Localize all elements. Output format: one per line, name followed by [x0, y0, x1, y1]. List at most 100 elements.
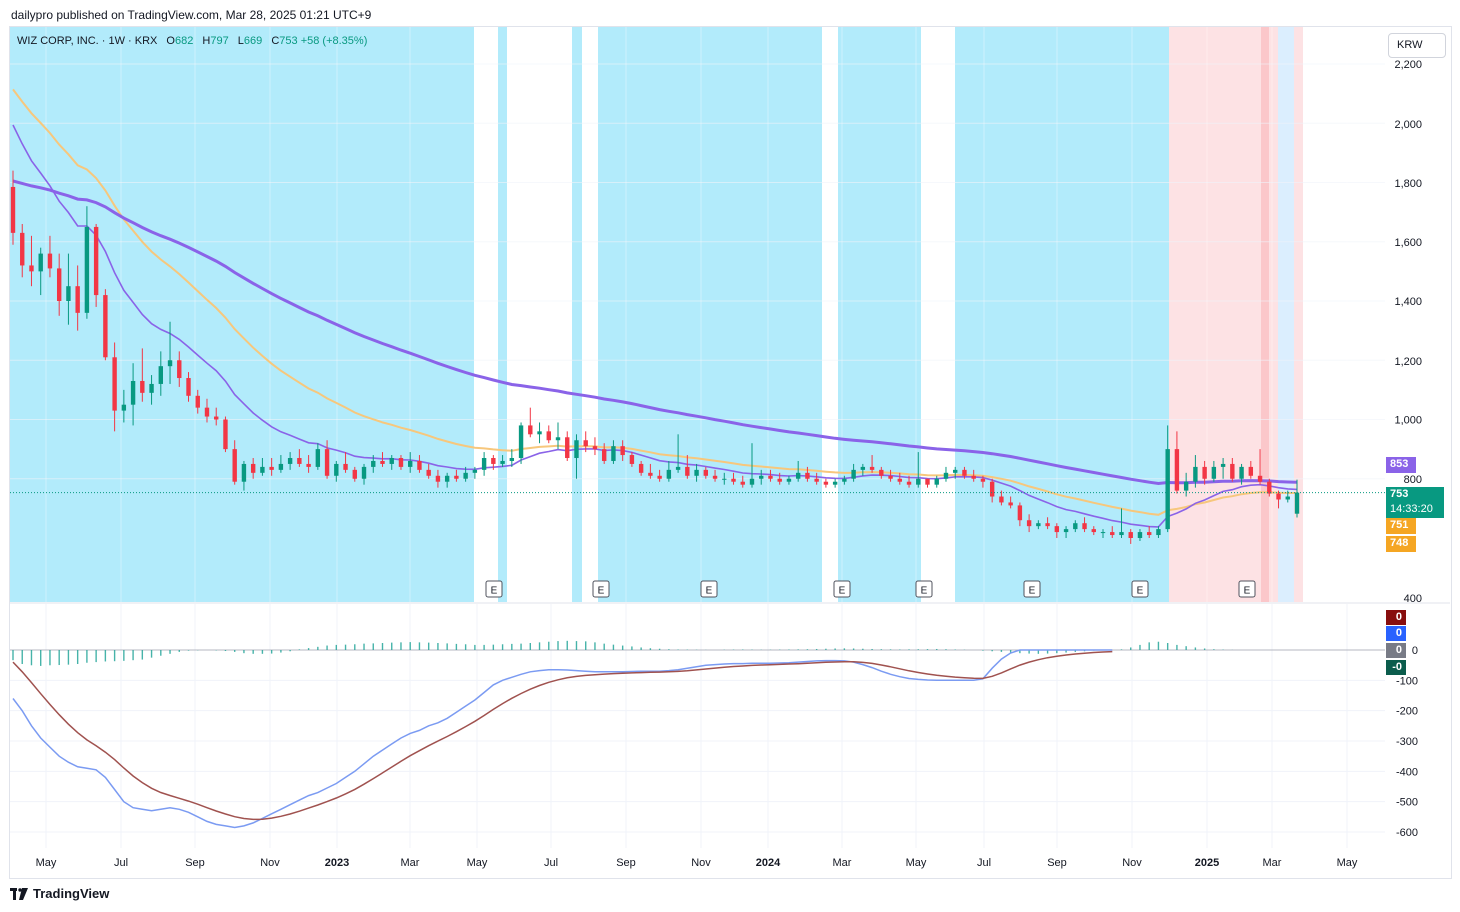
candle-body: [897, 478, 902, 482]
candle-body: [518, 425, 524, 459]
earnings-marker-label: E: [1244, 586, 1251, 597]
background-band: [1169, 27, 1261, 602]
earnings-marker-label: E: [491, 586, 498, 597]
candle-body: [1128, 532, 1133, 538]
candle-body: [408, 460, 413, 467]
candle-body: [167, 360, 173, 367]
candle-body: [583, 440, 588, 447]
x-axis-tick-label: Sep: [185, 857, 205, 869]
tradingview-logo-icon: [10, 887, 28, 900]
candle-body: [1267, 481, 1272, 494]
macd-value-tag: -0: [1386, 660, 1406, 675]
y-axis-tick-label: 1,800: [1394, 178, 1422, 190]
candle-body: [860, 466, 866, 470]
earnings-marker-label: E: [706, 586, 713, 597]
candle-body: [500, 460, 505, 464]
ma-purple-thick-line: [12, 179, 1298, 486]
candle-body: [306, 463, 311, 467]
candle-body: [1156, 529, 1161, 536]
candle-body: [925, 478, 930, 485]
candle-body: [361, 466, 367, 479]
candle-body: [1063, 529, 1069, 533]
low-label: L: [237, 35, 244, 47]
candle-body: [528, 425, 533, 435]
candle-body: [916, 478, 921, 485]
earnings-marker: [485, 580, 503, 598]
candle-body: [260, 466, 265, 473]
candle-body: [56, 268, 62, 301]
candle-body: [121, 404, 127, 411]
background-band: [838, 27, 921, 602]
chart-legend: WIZ CORP, INC. · 1W · KRX O682 H797 L669…: [17, 35, 367, 47]
candle-body: [740, 481, 745, 485]
candle-body: [814, 478, 819, 482]
candle-body: [287, 458, 293, 464]
x-axis-tick-label: Jul: [114, 857, 128, 869]
x-axis-tick-label: May: [36, 857, 57, 869]
candle-body: [620, 446, 625, 456]
candle-body: [1036, 523, 1041, 527]
macd-y-axis-tick-label: 0: [1412, 645, 1418, 657]
candle-body: [1230, 463, 1235, 479]
candle-body: [888, 475, 893, 479]
candle-body: [334, 463, 339, 476]
ma-orange-line: [12, 88, 1297, 516]
high-value: 797: [210, 35, 229, 47]
candle-body: [703, 469, 709, 476]
y-axis-tick-label: 400: [1404, 593, 1422, 605]
macd-y-axis-tick-label: -500: [1396, 797, 1418, 809]
candle-body: [555, 437, 561, 441]
candle-body: [232, 449, 237, 482]
macd-y-axis-tick-label: -100: [1396, 675, 1418, 687]
currency-button[interactable]: KRW: [1388, 33, 1446, 58]
y-axis-tick-label: 800: [1404, 474, 1422, 486]
candle-body: [177, 360, 182, 379]
candle-body: [722, 478, 727, 480]
candle-body: [962, 469, 967, 476]
candle-body: [204, 407, 210, 417]
candle-body: [685, 466, 690, 476]
candle-body: [195, 395, 200, 408]
earnings-marker: [1131, 580, 1149, 598]
earnings-marker-label: E: [1137, 586, 1144, 597]
close-label: C: [271, 35, 280, 47]
candle-body: [509, 458, 515, 461]
x-axis-tick-label: Mar: [1263, 857, 1282, 869]
candle-body: [851, 469, 856, 479]
candle-body: [805, 472, 810, 479]
candle-body: [537, 431, 542, 435]
candle-body: [648, 472, 653, 476]
candle-body: [629, 455, 635, 464]
candle-body: [768, 475, 773, 479]
price-tag: 748: [1386, 536, 1416, 552]
macd-y-axis-tick-label: -600: [1396, 827, 1418, 839]
y-axis-tick-label: 2,000: [1394, 119, 1422, 131]
tradingview-footer[interactable]: TradingView: [10, 886, 109, 901]
background-band: [1294, 27, 1303, 602]
x-axis-tick-label: Nov: [691, 857, 711, 869]
candle-body: [592, 446, 598, 450]
low-value: 669: [243, 35, 263, 47]
candle-body: [657, 475, 662, 479]
candle-body: [1183, 481, 1189, 491]
x-axis-tick-label: May: [906, 857, 927, 869]
candle-body: [546, 431, 551, 441]
x-axis-tick-label: Nov: [260, 857, 280, 869]
candle-body: [20, 232, 25, 266]
x-axis-tick-label: Nov: [1122, 857, 1142, 869]
candle-body: [29, 265, 34, 272]
candle-body: [1165, 449, 1170, 530]
macd-value-tag: 0: [1386, 643, 1406, 658]
background-band: [1261, 27, 1269, 602]
candle-body: [1294, 492, 1300, 514]
candle-body: [472, 469, 478, 473]
candle-body: [565, 437, 570, 459]
candle-body: [417, 460, 422, 470]
candle-body: [749, 478, 755, 485]
candle-body: [601, 449, 607, 461]
close-value: 753: [279, 35, 298, 47]
candle-body: [10, 186, 16, 233]
symbol-label[interactable]: WIZ CORP, INC. · 1W · KRX: [17, 35, 158, 47]
background-band: [955, 27, 1169, 602]
